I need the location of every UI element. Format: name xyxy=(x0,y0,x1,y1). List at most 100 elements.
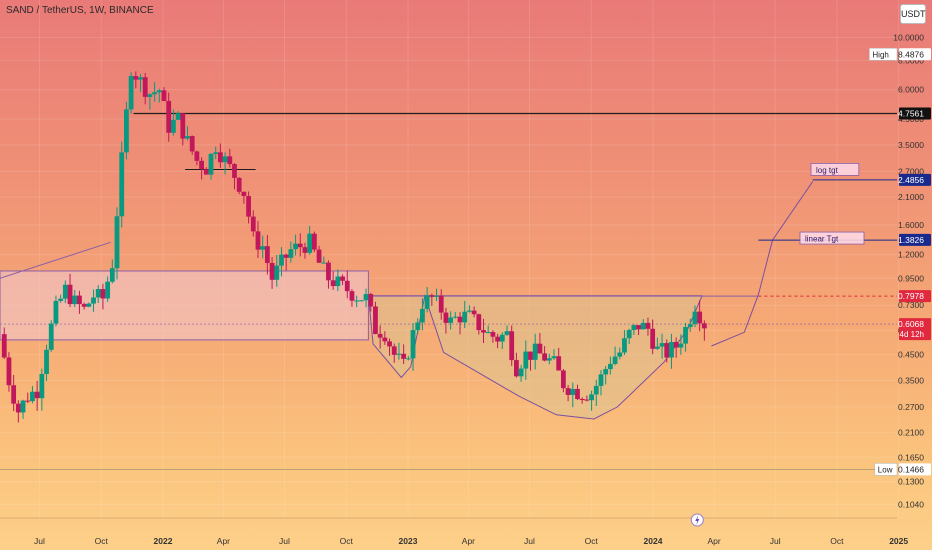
candle-body xyxy=(274,265,280,280)
candle-body xyxy=(514,360,519,377)
linear-target-label: linear Tgt xyxy=(805,235,839,244)
y-tick-label: 2.1000 xyxy=(898,192,924,202)
candle-body xyxy=(490,332,496,337)
candle-body xyxy=(645,322,651,329)
candle-body xyxy=(560,370,566,389)
candle-body xyxy=(546,358,552,361)
candle-body xyxy=(307,233,313,253)
candle-body xyxy=(72,295,78,305)
projection-path xyxy=(711,181,814,347)
candle-body xyxy=(593,385,599,395)
candle-body xyxy=(269,262,275,280)
candle-body xyxy=(626,330,632,339)
candle-body xyxy=(124,109,129,153)
candle-body xyxy=(44,349,49,374)
candle-body xyxy=(25,400,31,402)
candle-body xyxy=(264,246,270,263)
candle-body xyxy=(612,356,618,364)
x-tick-label: Oct xyxy=(340,536,354,546)
price-tag xyxy=(899,463,931,476)
price-tag-value: 2.4856 xyxy=(898,175,924,185)
y-tick-label: 0.1040 xyxy=(898,500,924,510)
x-tick-label: Apr xyxy=(707,536,720,546)
candle-body xyxy=(622,338,627,353)
candle-body xyxy=(297,243,303,248)
candle-body xyxy=(311,233,317,250)
candle-body xyxy=(344,280,350,292)
candle-body xyxy=(58,298,64,301)
candle-body xyxy=(86,303,92,307)
candle-body xyxy=(669,341,674,358)
candle-body xyxy=(62,284,68,299)
candle-body xyxy=(91,297,96,304)
candle-body xyxy=(180,113,186,139)
candle-body xyxy=(589,394,594,401)
x-tick-label: Oct xyxy=(585,536,599,546)
candle-body xyxy=(537,343,543,354)
candle-body xyxy=(452,316,458,318)
candle-body xyxy=(335,276,341,287)
candle-body xyxy=(67,284,73,305)
candle-body xyxy=(217,152,223,163)
candle-body xyxy=(203,169,209,175)
candle-body xyxy=(551,356,557,359)
price-tag xyxy=(899,173,931,186)
candle-body xyxy=(471,310,477,315)
candle-body xyxy=(208,154,214,175)
candle-body xyxy=(598,374,604,386)
price-tag-badge xyxy=(874,463,898,476)
candle-body xyxy=(603,369,609,375)
candle-body xyxy=(222,156,228,163)
candle-body xyxy=(495,336,501,342)
candle-body xyxy=(175,113,181,120)
candle-body xyxy=(476,314,482,331)
x-tick-label: Apr xyxy=(462,536,475,546)
candle-body xyxy=(232,164,237,178)
candle-body xyxy=(109,268,115,282)
candle-body xyxy=(396,353,402,355)
candle-body xyxy=(692,311,698,325)
candle-body xyxy=(415,322,421,331)
candle-body xyxy=(504,331,510,335)
candle-body xyxy=(283,254,289,258)
candle-body xyxy=(565,388,571,395)
candle-body xyxy=(288,249,294,258)
candle-body xyxy=(152,92,158,95)
y-tick-label: 0.1650 xyxy=(898,452,924,462)
y-tick-label: 10.0000 xyxy=(893,33,924,43)
candle-body xyxy=(255,231,261,250)
candle-body xyxy=(457,316,463,323)
candle-body xyxy=(678,343,684,348)
candle-body xyxy=(166,100,172,133)
candle-body xyxy=(636,325,641,330)
candle-body xyxy=(53,300,59,324)
candle-body xyxy=(579,399,585,401)
candle-body xyxy=(420,308,425,323)
candle-body xyxy=(654,346,660,349)
x-tick-label: Oct xyxy=(95,536,109,546)
y-tick-label: 1.2000 xyxy=(898,249,924,259)
candle-body xyxy=(30,391,35,402)
x-tick-label: Jul xyxy=(770,536,781,546)
linear-target-label-box xyxy=(799,231,865,245)
candle-body xyxy=(20,400,26,413)
candle-body xyxy=(95,289,101,298)
candle-body xyxy=(147,94,153,97)
candle-body xyxy=(429,295,435,297)
price-tag-value: 0.6068 xyxy=(898,319,924,329)
candle-body xyxy=(34,391,40,399)
candle-body xyxy=(260,246,266,250)
candle-body xyxy=(354,300,360,302)
candle-body xyxy=(523,351,529,369)
candle-body xyxy=(105,281,111,299)
candle-body xyxy=(156,90,162,93)
price-tag-value: 8.4876 xyxy=(898,49,924,59)
countdown-label: 4d 12h xyxy=(900,330,924,339)
candle-body xyxy=(15,403,21,413)
candle-body xyxy=(326,262,331,281)
candle-body xyxy=(161,90,167,101)
price-tag-label: High xyxy=(872,50,888,59)
currency-button[interactable]: USDT xyxy=(900,4,926,24)
